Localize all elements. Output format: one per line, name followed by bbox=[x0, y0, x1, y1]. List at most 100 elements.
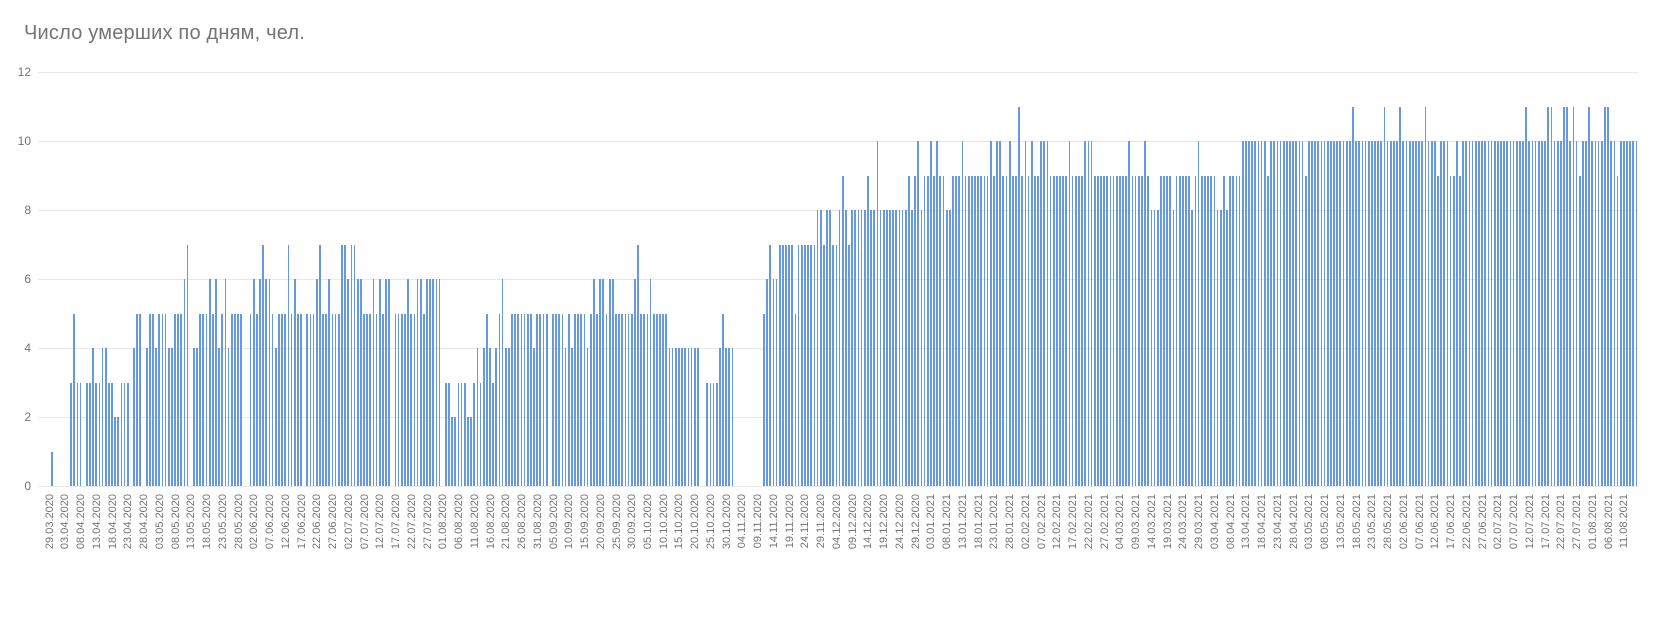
bar bbox=[1617, 176, 1619, 487]
xtick-label: 28.04.2020 bbox=[138, 494, 150, 549]
bar bbox=[1484, 141, 1486, 486]
bar bbox=[1623, 141, 1625, 486]
bar bbox=[558, 314, 560, 487]
bar bbox=[1437, 176, 1439, 487]
bar bbox=[713, 383, 715, 487]
bar bbox=[1447, 141, 1449, 486]
bar bbox=[124, 383, 126, 487]
bar bbox=[1012, 176, 1014, 487]
bar bbox=[829, 210, 831, 486]
bar bbox=[858, 210, 860, 486]
bar bbox=[1081, 176, 1083, 487]
bar bbox=[73, 314, 75, 487]
bar bbox=[870, 210, 872, 486]
bar bbox=[1317, 141, 1319, 486]
xtick-label: 09.12.2020 bbox=[847, 494, 859, 549]
bar bbox=[1629, 141, 1631, 486]
bar bbox=[256, 314, 258, 487]
bar bbox=[89, 383, 91, 487]
bar bbox=[665, 314, 667, 487]
bar bbox=[1100, 176, 1102, 487]
bar bbox=[1497, 141, 1499, 486]
bar bbox=[218, 348, 220, 486]
bar bbox=[1396, 141, 1398, 486]
bar bbox=[477, 348, 479, 486]
bar bbox=[398, 314, 400, 487]
xtick-label: 15.09.2020 bbox=[579, 494, 591, 549]
bar bbox=[171, 348, 173, 486]
bar bbox=[1443, 141, 1445, 486]
bar bbox=[877, 141, 879, 486]
bar bbox=[823, 245, 825, 487]
bar bbox=[694, 348, 696, 486]
ytick-label: 12 bbox=[7, 65, 31, 79]
bar bbox=[1169, 176, 1171, 487]
xtick-label: 29.11.2020 bbox=[815, 494, 827, 548]
bar bbox=[1065, 176, 1067, 487]
bar bbox=[1399, 107, 1401, 487]
xtick-label: 22.07.2021 bbox=[1555, 494, 1567, 549]
bar bbox=[779, 245, 781, 487]
xtick-label: 14.12.2020 bbox=[862, 494, 874, 549]
bar bbox=[647, 314, 649, 487]
bar bbox=[1201, 176, 1203, 487]
xtick-label: 17.07.2020 bbox=[390, 494, 402, 549]
xtick-label: 22.02.2021 bbox=[1083, 494, 1095, 549]
bar bbox=[1072, 176, 1074, 487]
plot-area bbox=[38, 72, 1638, 486]
bar bbox=[791, 245, 793, 487]
bar bbox=[1472, 141, 1474, 486]
bar bbox=[347, 279, 349, 486]
bar bbox=[763, 314, 765, 487]
bar bbox=[1453, 176, 1455, 487]
xtick-label: 18.04.2020 bbox=[107, 494, 119, 549]
xtick-label: 28.01.2021 bbox=[1004, 494, 1016, 549]
bar bbox=[417, 279, 419, 486]
bar bbox=[1078, 176, 1080, 487]
bar bbox=[1336, 141, 1338, 486]
bar bbox=[612, 279, 614, 486]
bar bbox=[1210, 176, 1212, 487]
bar bbox=[684, 348, 686, 486]
bar bbox=[1248, 141, 1250, 486]
bar bbox=[1031, 141, 1033, 486]
bar bbox=[602, 279, 604, 486]
bar bbox=[259, 279, 261, 486]
bar bbox=[1191, 210, 1193, 486]
bar bbox=[467, 417, 469, 486]
bar bbox=[936, 141, 938, 486]
bar bbox=[1339, 141, 1341, 486]
bar bbox=[1314, 141, 1316, 486]
bar bbox=[1409, 141, 1411, 486]
bar bbox=[1204, 176, 1206, 487]
bar bbox=[1006, 176, 1008, 487]
bar bbox=[842, 176, 844, 487]
xtick-label: 23.04.2021 bbox=[1272, 494, 1284, 549]
bar bbox=[1434, 141, 1436, 486]
bar bbox=[1050, 176, 1052, 487]
bar bbox=[1374, 141, 1376, 486]
bar bbox=[1598, 141, 1600, 486]
bar bbox=[590, 314, 592, 487]
bar bbox=[1283, 141, 1285, 486]
bar bbox=[366, 314, 368, 487]
bar bbox=[228, 348, 230, 486]
bar bbox=[1428, 141, 1430, 486]
bar bbox=[1154, 210, 1156, 486]
bar bbox=[615, 314, 617, 487]
bar bbox=[253, 279, 255, 486]
ytick-label: 0 bbox=[7, 479, 31, 493]
bar bbox=[1223, 176, 1225, 487]
bar bbox=[643, 314, 645, 487]
bar bbox=[1188, 176, 1190, 487]
xtick-label: 02.06.2021 bbox=[1398, 494, 1410, 549]
bar bbox=[212, 314, 214, 487]
bar bbox=[1421, 141, 1423, 486]
bar bbox=[360, 279, 362, 486]
bar bbox=[977, 176, 979, 487]
bar bbox=[1245, 141, 1247, 486]
xtick-label: 13.01.2021 bbox=[957, 494, 969, 549]
bar bbox=[933, 176, 935, 487]
bar bbox=[732, 348, 734, 486]
bar bbox=[1232, 176, 1234, 487]
